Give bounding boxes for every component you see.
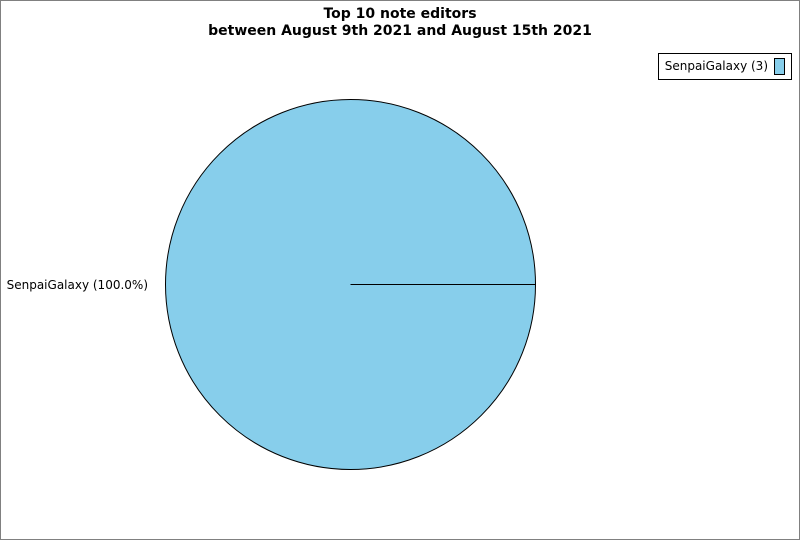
chart-title-line2: between August 9th 2021 and August 15th … [208, 23, 592, 39]
legend-swatch-icon [774, 58, 785, 75]
chart-title-line1: Top 10 note editors [323, 6, 477, 22]
legend: SenpaiGalaxy (3) [657, 53, 792, 80]
legend-swatch-rect [774, 58, 785, 75]
legend-entry-label: SenpaiGalaxy (3) [664, 59, 768, 73]
pie-slice-label: SenpaiGalaxy (100.0%) [6, 278, 148, 292]
chart-title: Top 10 note editors between August 9th 2… [1, 6, 799, 40]
